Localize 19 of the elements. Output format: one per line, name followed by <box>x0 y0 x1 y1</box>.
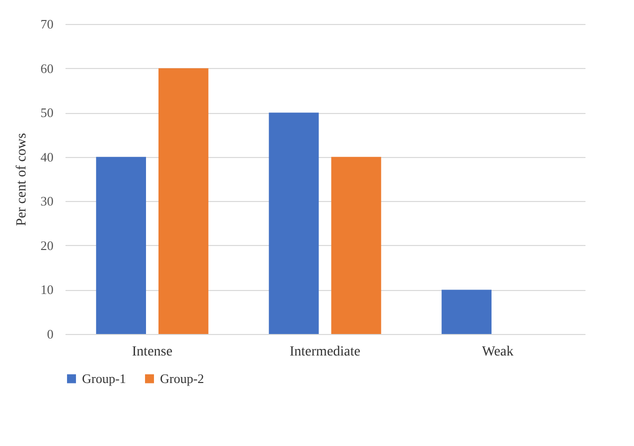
y-tick-label: 30 <box>40 194 54 209</box>
y-tick-label: 50 <box>40 105 54 120</box>
bar <box>442 290 492 334</box>
bar <box>268 112 319 334</box>
y-tick-label: 70 <box>40 16 54 32</box>
y-axis-title: Per cent of cows <box>14 133 30 226</box>
y-tick-label: 0 <box>47 326 54 342</box>
bar <box>331 156 382 334</box>
y-tick-label: 10 <box>40 282 54 298</box>
bar <box>96 156 146 334</box>
legend-label: Group-1 <box>82 370 126 386</box>
x-tick-label: Intermediate <box>290 344 360 360</box>
y-tick-label: 60 <box>40 60 54 76</box>
x-tick-label: Weak <box>482 344 514 360</box>
x-tick-label: Intense <box>132 344 172 360</box>
y-tick-label: 20 <box>40 238 54 253</box>
y-tick-label: 40 <box>40 149 54 164</box>
legend-label: Group-2 <box>160 370 204 386</box>
bar <box>158 68 208 334</box>
